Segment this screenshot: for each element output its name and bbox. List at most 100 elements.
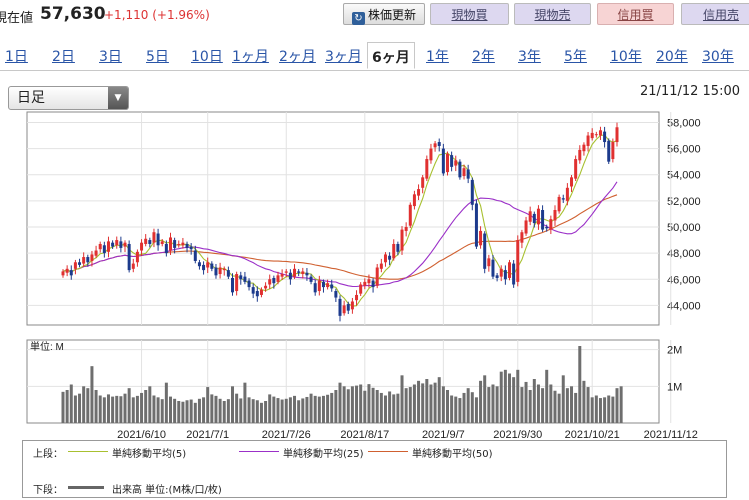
candle bbox=[615, 127, 619, 143]
tab-period-4[interactable]: 10日 bbox=[191, 49, 223, 65]
tab-period-3[interactable]: 5日 bbox=[146, 49, 169, 65]
volume-bar bbox=[425, 379, 429, 423]
candle bbox=[479, 230, 483, 246]
candle bbox=[516, 240, 520, 282]
volume-bar bbox=[338, 382, 342, 423]
candle bbox=[119, 241, 123, 248]
candle bbox=[375, 267, 379, 286]
tab-period-13[interactable]: 10年 bbox=[610, 49, 642, 65]
candle bbox=[545, 226, 549, 229]
volume-bar bbox=[611, 396, 615, 423]
candle bbox=[123, 242, 127, 247]
volume-bar bbox=[342, 386, 346, 423]
margin-sell-button[interactable]: 信用売 bbox=[681, 3, 749, 25]
candle bbox=[193, 250, 197, 261]
candle bbox=[499, 268, 503, 277]
candle bbox=[458, 161, 462, 178]
volume-bar bbox=[508, 373, 512, 423]
candle bbox=[235, 274, 239, 292]
volume-bar bbox=[305, 396, 309, 423]
volume-bar bbox=[127, 388, 131, 423]
candle bbox=[346, 304, 350, 311]
tab-period-7[interactable]: 3ヶ月 bbox=[325, 49, 362, 65]
candle bbox=[445, 153, 449, 173]
chevron-down-icon: ▼ bbox=[108, 87, 128, 109]
candle bbox=[218, 267, 222, 275]
tab-period-15[interactable]: 30年 bbox=[702, 49, 734, 65]
candle bbox=[425, 159, 429, 179]
spot-buy-button[interactable]: 現物買 bbox=[430, 3, 509, 25]
candle bbox=[474, 203, 478, 247]
volume-bar bbox=[503, 369, 507, 423]
candle bbox=[379, 263, 383, 269]
volume-bar bbox=[73, 395, 77, 423]
volume-bar bbox=[98, 395, 102, 423]
candle bbox=[495, 275, 499, 278]
volume-bar bbox=[321, 395, 325, 423]
candle bbox=[503, 270, 507, 280]
refresh-icon: ↻ bbox=[351, 12, 365, 25]
volume-bar bbox=[231, 386, 235, 423]
volume-bar bbox=[603, 397, 607, 423]
volume-bar bbox=[470, 392, 474, 423]
volume-bar bbox=[69, 384, 73, 423]
volume-bar bbox=[297, 400, 301, 423]
candle bbox=[355, 294, 359, 301]
volume-bar bbox=[524, 381, 528, 423]
interval-select[interactable]: 日足 ▼ bbox=[8, 86, 129, 110]
tab-period-0[interactable]: 1日 bbox=[5, 49, 28, 65]
tab-period-9[interactable]: 1年 bbox=[426, 49, 449, 65]
tab-period-5[interactable]: 1ヶ月 bbox=[232, 49, 269, 65]
volume-bar bbox=[474, 397, 478, 423]
tab-period-1[interactable]: 2日 bbox=[52, 49, 75, 65]
volume-bar bbox=[574, 392, 578, 423]
candle bbox=[553, 210, 557, 221]
volume-bar bbox=[82, 386, 86, 423]
candle bbox=[408, 204, 412, 226]
candle bbox=[491, 259, 495, 277]
candle bbox=[106, 241, 110, 252]
volume-bar bbox=[111, 396, 115, 423]
volume-bar bbox=[383, 395, 387, 423]
date-tick-label: 2021/9/30 bbox=[493, 429, 542, 441]
volume-bar bbox=[206, 387, 210, 423]
tab-period-2[interactable]: 3日 bbox=[99, 49, 122, 65]
candle bbox=[590, 132, 594, 139]
volume-bar bbox=[164, 382, 168, 423]
candle bbox=[98, 243, 102, 250]
candle bbox=[272, 277, 276, 284]
tab-period-14[interactable]: 20年 bbox=[656, 49, 688, 65]
volume-bar bbox=[276, 398, 280, 423]
candle bbox=[144, 238, 148, 244]
spot-sell-button[interactable]: 現物売 bbox=[514, 3, 591, 25]
volume-bar bbox=[441, 386, 445, 423]
tab-period-12[interactable]: 5年 bbox=[564, 49, 587, 65]
volume-bar bbox=[218, 398, 222, 423]
candle bbox=[532, 213, 536, 224]
legend-ma50-swatch bbox=[368, 451, 408, 452]
volume-bar bbox=[450, 395, 454, 423]
refresh-price-button[interactable]: ↻ 株価更新 bbox=[343, 3, 425, 25]
volume-bar bbox=[404, 388, 408, 423]
candle bbox=[520, 232, 524, 243]
volume-bar bbox=[268, 394, 272, 423]
price-tick-label: 46,000 bbox=[667, 274, 701, 286]
volume-bar bbox=[545, 369, 549, 423]
volume-bar bbox=[148, 386, 152, 423]
volume-bar bbox=[106, 394, 110, 423]
volume-bar bbox=[445, 390, 449, 423]
volume-bar bbox=[421, 383, 425, 423]
volume-bar bbox=[177, 401, 181, 423]
tab-period-8[interactable]: 6ヶ月 bbox=[367, 42, 415, 69]
candle bbox=[462, 168, 466, 177]
tab-period-6[interactable]: 2ヶ月 bbox=[279, 49, 316, 65]
margin-buy-button[interactable]: 信用買 bbox=[597, 3, 674, 25]
candle bbox=[508, 262, 512, 278]
tab-period-11[interactable]: 3年 bbox=[518, 49, 541, 65]
candle bbox=[259, 289, 263, 295]
volume-bar bbox=[251, 399, 255, 423]
candle bbox=[115, 240, 119, 246]
tab-period-10[interactable]: 2年 bbox=[472, 49, 495, 65]
volume-bar bbox=[512, 377, 516, 423]
volume-bar bbox=[371, 387, 375, 423]
